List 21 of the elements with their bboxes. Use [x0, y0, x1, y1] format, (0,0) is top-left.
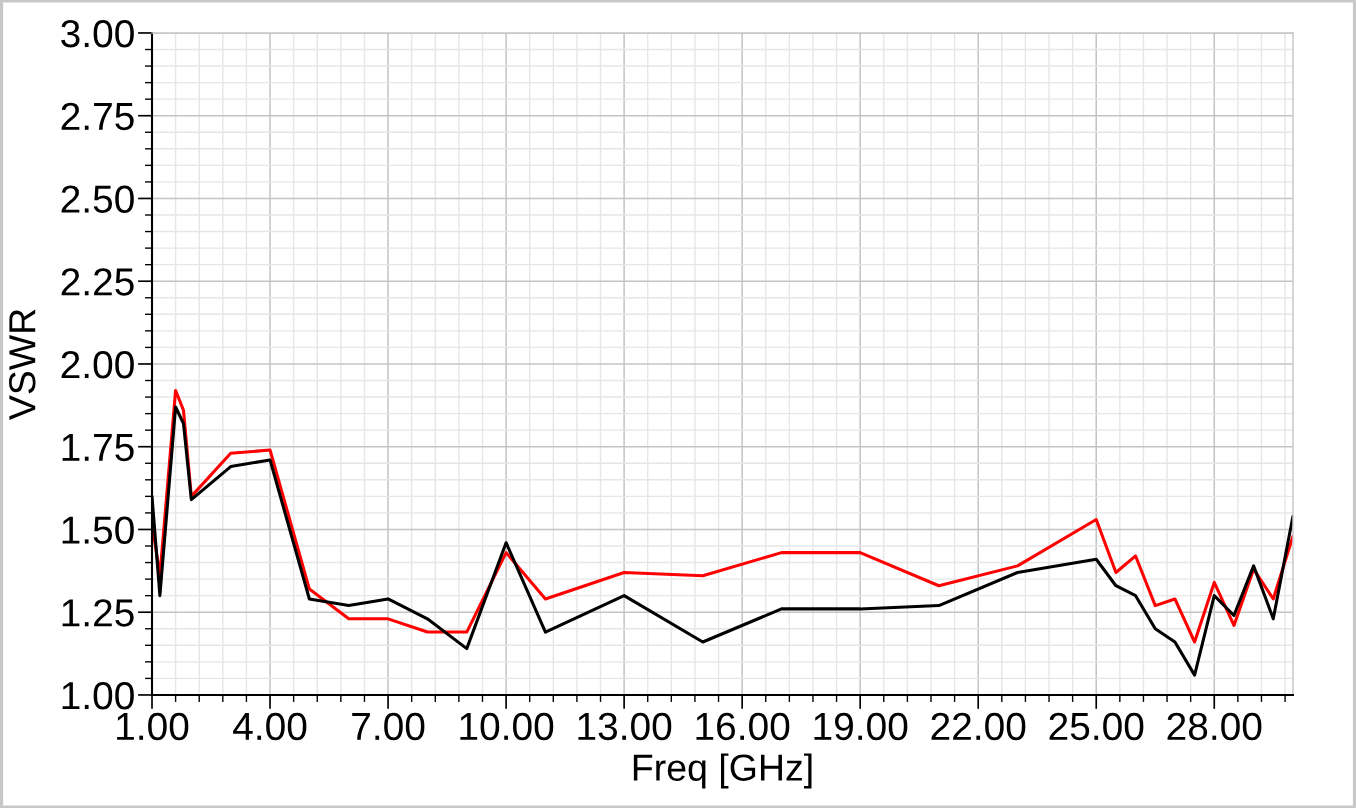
x-tick-label: 25.00 [1049, 712, 1144, 741]
x-tick-label: 28.00 [1167, 712, 1262, 741]
x-axis-title: Freq [GHz] [633, 753, 812, 789]
x-tick-label: 7.00 [352, 712, 425, 741]
x-tick-label: 1.00 [117, 712, 189, 741]
x-tick-label: 19.00 [814, 712, 908, 741]
y-tick-label: 2.25 [61, 268, 134, 296]
y-tick-label: 1.50 [62, 516, 134, 544]
x-tick-label: 10.00 [460, 712, 554, 741]
x-tick-label: 16.00 [696, 712, 790, 741]
y-tick-label: 1.25 [62, 599, 134, 627]
y-tick-label: 3.00 [61, 19, 134, 48]
y-axis-title: VSWR [9, 309, 36, 421]
y-tick-label: 2.75 [61, 102, 134, 131]
y-tick-label: 2.00 [61, 350, 134, 379]
x-tick-label: 22.00 [931, 712, 1026, 741]
y-tick-label: 1.75 [62, 434, 134, 462]
y-tick-label: 2.50 [61, 185, 134, 213]
x-tick-label: 4.00 [233, 712, 307, 741]
y-tick-label: 1.00 [62, 681, 134, 710]
x-tick-label: 13.00 [578, 712, 672, 741]
